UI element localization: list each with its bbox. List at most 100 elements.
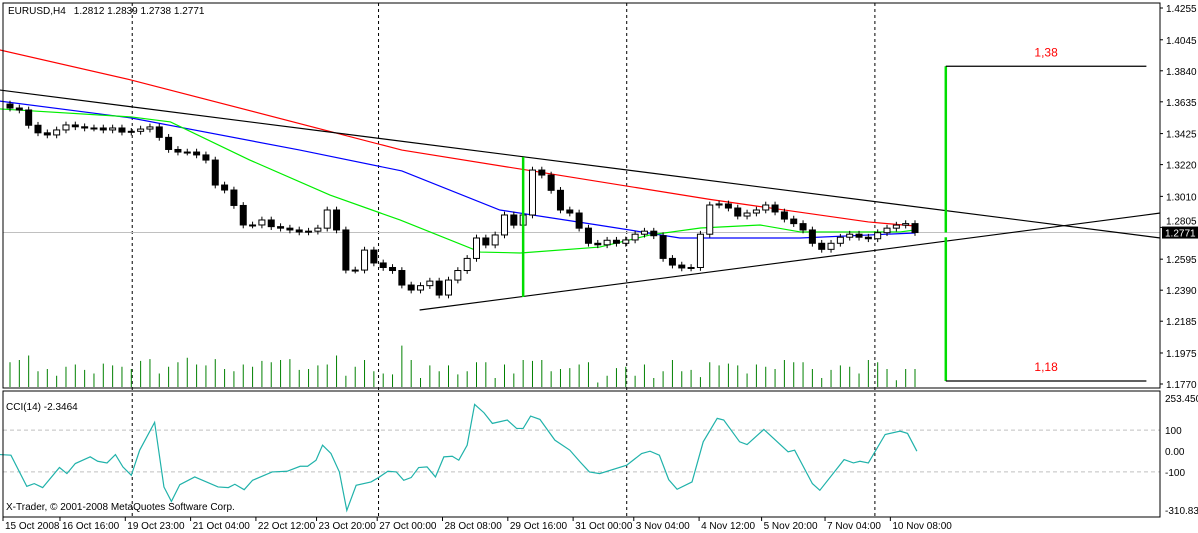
candle-bear bbox=[370, 249, 378, 264]
candle-bear bbox=[277, 226, 285, 229]
candle-bear bbox=[6, 103, 14, 109]
candle-bear bbox=[547, 174, 555, 191]
candle-bear bbox=[584, 227, 592, 244]
time-axis-label: 7 Nov 04:00 bbox=[827, 521, 881, 532]
watermark: X-Trader, © 2001-2008 MetaQuotes Softwar… bbox=[6, 502, 235, 513]
candle-bear bbox=[118, 127, 126, 133]
candle-bear bbox=[286, 227, 294, 231]
candle-bull bbox=[258, 219, 266, 226]
candle-bull bbox=[846, 233, 854, 238]
candle-bear bbox=[165, 136, 173, 150]
candle-bear bbox=[435, 280, 443, 296]
candle-bull bbox=[146, 126, 154, 130]
time-axis-label: 28 Oct 08:00 bbox=[445, 521, 503, 532]
candle-bear bbox=[482, 237, 490, 246]
candle-bull bbox=[53, 129, 61, 136]
price-axis-label: 1.3840 bbox=[1166, 67, 1197, 78]
candle-bull bbox=[603, 239, 611, 246]
candle-bull bbox=[491, 234, 499, 246]
candle-bull bbox=[305, 230, 313, 233]
time-axis-label: 15 Oct 2008 bbox=[5, 521, 60, 532]
candle-bull bbox=[361, 249, 369, 271]
chart-header: EURUSD,H4 1.2812 1.2839 1.2738 1.2771 bbox=[8, 6, 205, 17]
time-axis-label: 31 Oct 00:00 bbox=[575, 521, 633, 532]
cci-axis-label: -100 bbox=[1165, 468, 1185, 479]
candle-bull bbox=[90, 127, 98, 130]
candle-bear bbox=[342, 229, 350, 271]
current-price-label: 1.2771 bbox=[1165, 229, 1196, 240]
chart-title: EURUSD,H4 bbox=[8, 6, 66, 17]
candle-bull bbox=[183, 151, 191, 154]
candle-bull bbox=[640, 230, 648, 235]
cci-axis-label: -310.838 bbox=[1165, 506, 1198, 517]
candle-bear bbox=[295, 229, 303, 233]
price-axis-label: 1.2805 bbox=[1166, 217, 1197, 228]
cci-axis-label: 253.450 bbox=[1165, 394, 1198, 405]
target-markers[interactable]: 1,38 1,18 bbox=[521, 45, 1147, 382]
time-axis-label: 23 Oct 20:00 bbox=[319, 521, 377, 532]
candle-bull bbox=[127, 130, 135, 133]
cci-panel bbox=[0, 403, 1160, 513]
ohlc-readout: 1.2812 1.2839 1.2738 1.2771 bbox=[74, 6, 205, 17]
candles bbox=[6, 100, 919, 299]
candle-bull bbox=[314, 227, 322, 232]
candle-bear bbox=[538, 169, 546, 176]
candle-bull bbox=[109, 127, 117, 131]
time-axis-label: 3 Nov 04:00 bbox=[636, 521, 690, 532]
trendlines[interactable] bbox=[0, 89, 1161, 311]
time-axis-label: 4 Nov 12:00 bbox=[701, 521, 755, 532]
time-axis-label: 19 Oct 23:00 bbox=[127, 521, 185, 532]
candle-bear bbox=[211, 159, 219, 186]
candle-bull bbox=[417, 285, 425, 291]
time-axis-label: 16 Oct 16:00 bbox=[62, 521, 120, 532]
candle-bull bbox=[706, 204, 714, 235]
candle-bull bbox=[137, 128, 145, 132]
candle-bull bbox=[762, 204, 770, 211]
price-axis-label: 1.2595 bbox=[1166, 255, 1197, 266]
candle-bull bbox=[473, 237, 480, 259]
candle-bear bbox=[808, 229, 816, 244]
candle-bear bbox=[99, 127, 107, 131]
candle-bear bbox=[333, 209, 341, 231]
candle-bull bbox=[743, 212, 751, 217]
candle-bear bbox=[556, 189, 564, 211]
candle-bear bbox=[650, 230, 658, 237]
candle-bear bbox=[193, 151, 201, 156]
candle-bear bbox=[566, 209, 574, 214]
candle-bull bbox=[528, 169, 536, 216]
candle-bull bbox=[500, 214, 508, 236]
volume-bars bbox=[9, 345, 916, 387]
candle-bull bbox=[874, 232, 882, 240]
trendline-lower bbox=[419, 212, 1161, 311]
price-axis-label: 1.3425 bbox=[1166, 130, 1197, 141]
candle-bear bbox=[221, 184, 229, 191]
candle-bear bbox=[81, 126, 89, 129]
period-separators bbox=[3, 3, 1160, 517]
candle-bear bbox=[818, 242, 826, 250]
target-label: 1,38 bbox=[1034, 45, 1058, 59]
candle-bear bbox=[510, 214, 518, 226]
candle-bull bbox=[836, 236, 844, 244]
moving-averages bbox=[0, 49, 916, 254]
candle-bear bbox=[267, 219, 275, 228]
candle-bull bbox=[426, 280, 434, 287]
candle-bull bbox=[696, 233, 704, 268]
trendline-upper bbox=[0, 89, 1161, 239]
candle-bull bbox=[687, 266, 695, 269]
candle-bear bbox=[575, 212, 583, 229]
moving-average-line bbox=[0, 100, 916, 239]
time-axis-label: 21 Oct 04:00 bbox=[193, 521, 251, 532]
candle-bear bbox=[659, 235, 667, 259]
moving-average-line bbox=[0, 108, 916, 254]
price-axis-label: 1.1975 bbox=[1166, 349, 1197, 360]
candle-bear bbox=[734, 207, 742, 217]
candle-bull bbox=[715, 203, 723, 206]
candle-bear bbox=[34, 124, 42, 134]
candle-bull bbox=[463, 257, 471, 272]
candle-bull bbox=[249, 224, 257, 227]
candle-bull bbox=[323, 209, 331, 229]
time-axis-label: 5 Nov 20:00 bbox=[764, 521, 818, 532]
candle-bear bbox=[668, 257, 676, 266]
candle-bear bbox=[799, 223, 807, 231]
